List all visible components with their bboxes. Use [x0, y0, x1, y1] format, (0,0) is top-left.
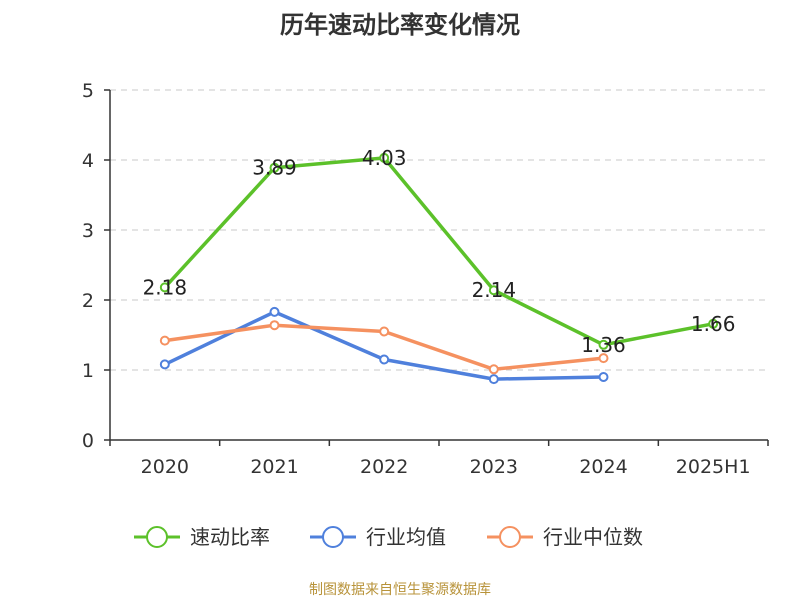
- data-label-2023: 2.14: [472, 278, 517, 302]
- data-points: [159, 152, 719, 385]
- data-point-s0-2024: [598, 339, 609, 350]
- data-point-s0-2021: [269, 162, 280, 173]
- data-point-s0-2020: [159, 282, 170, 293]
- y-tick-label-2: 2: [82, 290, 94, 312]
- data-point-s2-2023: [488, 364, 499, 375]
- data-labels: 2.18 3.89 4.03 2.14 1.36 1.66: [143, 146, 736, 357]
- legend-label: 行业均值: [366, 525, 446, 549]
- gridlines: [110, 89, 768, 371]
- legend-swatch-marker: [499, 526, 521, 548]
- data-point-s1-2021: [269, 306, 280, 317]
- series-lines: [163, 156, 714, 381]
- chart-title: 历年速动比率变化情况: [280, 11, 520, 39]
- x-tick-label-2023: 2023: [470, 456, 518, 478]
- data-point-s2-2021: [269, 320, 280, 331]
- axes: 0 1 2 3 4 5 2020 2021 2022 2023 2024 2025H1: [82, 80, 769, 478]
- source-note: 制图数据来自恒生聚源数据库: [309, 582, 491, 598]
- x-tick-label-2024: 2024: [579, 456, 627, 478]
- x-tick-label-2021: 2021: [250, 456, 298, 478]
- data-label-2020: 2.18: [143, 275, 188, 299]
- data-label-2021: 3.89: [252, 156, 297, 180]
- legend: 速动比率 行业均值 行业中位数: [134, 525, 643, 549]
- x-tick-label-2022: 2022: [360, 456, 408, 478]
- data-point-s2-2022: [379, 326, 390, 337]
- legend-item-2[interactable]: 行业中位数: [487, 525, 643, 549]
- data-point-s1-2022: [379, 354, 390, 365]
- legend-item-0[interactable]: 速动比率: [134, 525, 270, 549]
- series-line-0: [163, 156, 714, 347]
- y-tick-label-1: 1: [82, 360, 94, 382]
- series-line-1: [164, 310, 604, 381]
- y-tick-label-5: 5: [82, 80, 94, 102]
- legend-swatch-marker: [146, 526, 168, 548]
- data-point-s0-2025H1: [708, 318, 719, 329]
- data-point-s2-2024: [598, 353, 609, 364]
- legend-swatch-marker: [322, 526, 344, 548]
- y-tick-label-0: 0: [82, 430, 94, 452]
- data-label-2025H1: 1.66: [691, 312, 736, 336]
- legend-item-1[interactable]: 行业均值: [310, 525, 446, 549]
- data-point-s1-2020: [159, 359, 170, 370]
- x-tick-label-2025H1: 2025H1: [676, 456, 751, 478]
- legend-label: 行业中位数: [543, 525, 643, 549]
- data-label-2022: 4.03: [362, 146, 407, 170]
- data-point-s2-2020: [159, 335, 170, 346]
- data-point-s1-2024: [598, 372, 609, 382]
- data-label-2024: 1.36: [581, 333, 626, 357]
- data-point-s0-2023: [488, 285, 499, 296]
- y-tick-label-4: 4: [82, 150, 94, 172]
- data-point-s0-2022: [379, 152, 390, 163]
- data-point-s1-2023: [488, 374, 499, 385]
- x-tick-label-2020: 2020: [141, 456, 189, 478]
- y-tick-label-3: 3: [82, 220, 94, 242]
- legend-label: 速动比率: [190, 525, 270, 549]
